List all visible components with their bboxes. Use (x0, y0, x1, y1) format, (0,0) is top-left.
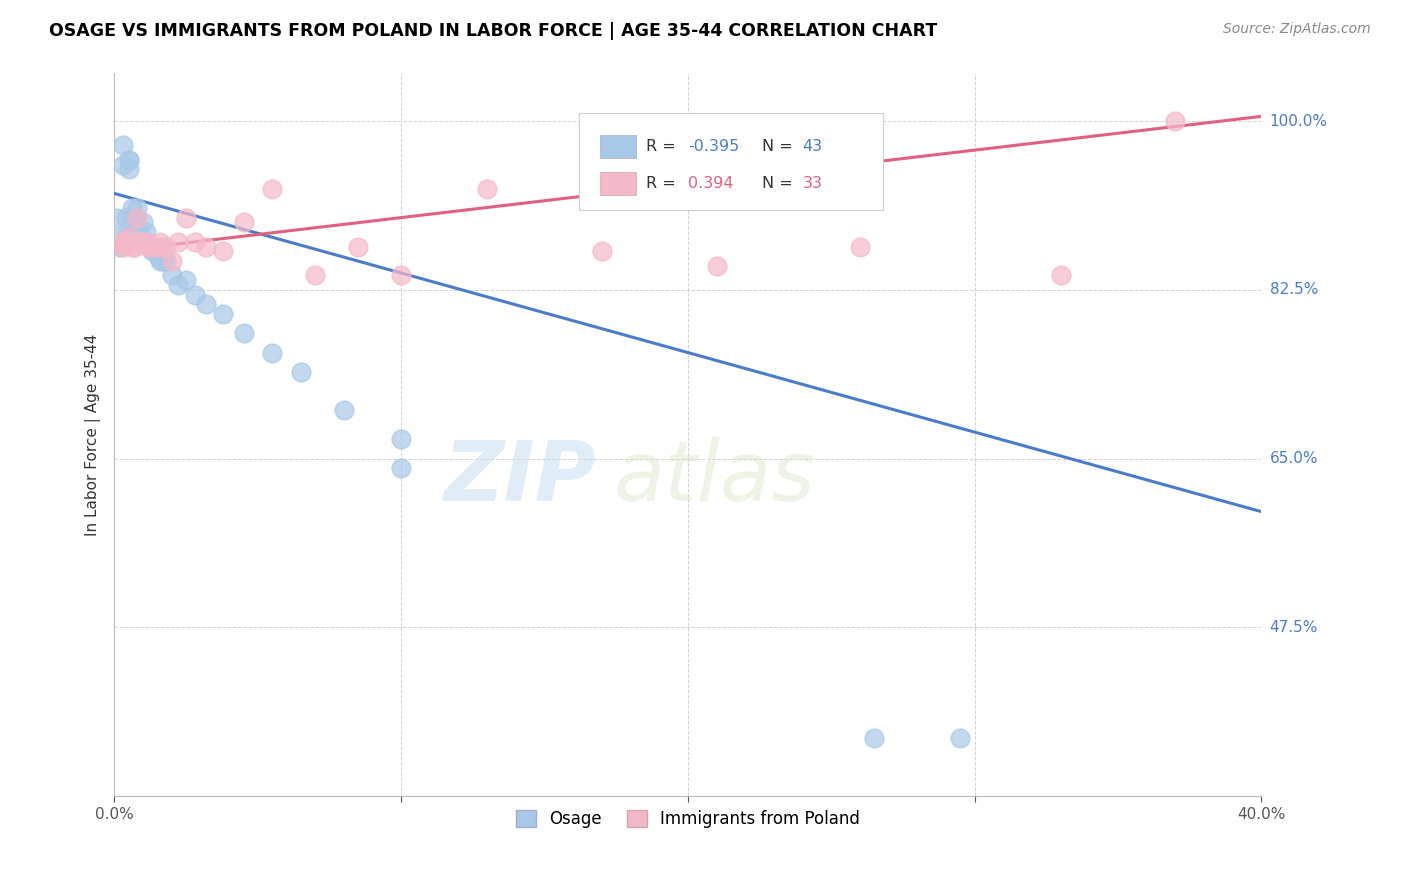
Point (129, 230, 152, 244)
Point (141, 239, 163, 253)
Point (135, 235, 157, 249)
Point (149, 254, 172, 268)
Point (184, 235, 207, 249)
Point (706, 259, 728, 273)
Text: 47.5%: 47.5% (1270, 620, 1317, 635)
Point (174, 211, 197, 225)
FancyBboxPatch shape (599, 135, 637, 158)
Point (1049, 268, 1071, 283)
Point (129, 235, 152, 249)
Point (135, 225, 157, 239)
Point (121, 215, 143, 229)
Text: ZIP: ZIP (443, 437, 596, 518)
Point (112, 138, 135, 153)
Text: 0.394: 0.394 (688, 176, 734, 191)
Text: R =: R = (645, 176, 686, 191)
Point (105, 211, 128, 225)
Point (160, 254, 183, 268)
Text: N =: N = (762, 138, 799, 153)
Point (118, 153, 141, 167)
Text: atlas: atlas (613, 437, 815, 518)
Point (132, 235, 155, 249)
Point (110, 235, 132, 249)
Point (949, 731, 972, 746)
Point (110, 239, 132, 253)
Point (129, 235, 152, 249)
Text: -0.395: -0.395 (688, 138, 740, 153)
Point (138, 239, 160, 253)
Point (262, 345, 284, 359)
Point (149, 235, 172, 249)
Point (110, 230, 132, 244)
Text: N =: N = (762, 176, 799, 191)
Point (143, 239, 166, 253)
Point (124, 230, 146, 244)
Text: OSAGE VS IMMIGRANTS FROM POLAND IN LABOR FORCE | AGE 35-44 CORRELATION CHART: OSAGE VS IMMIGRANTS FROM POLAND IN LABOR… (49, 22, 938, 40)
Point (138, 239, 160, 253)
Point (195, 297, 218, 311)
Text: 43: 43 (803, 138, 823, 153)
Point (863, 731, 886, 746)
Point (262, 182, 284, 196)
Point (152, 254, 174, 268)
Point (849, 239, 872, 253)
Point (184, 287, 207, 301)
Point (132, 215, 155, 229)
Legend: Osage, Immigrants from Poland: Osage, Immigrants from Poland (509, 804, 866, 835)
Point (290, 365, 312, 379)
Point (127, 211, 149, 225)
Text: 100.0%: 100.0% (1270, 113, 1327, 128)
Point (112, 157, 135, 171)
Point (232, 215, 254, 229)
Point (166, 235, 188, 249)
Point (212, 307, 235, 321)
Point (127, 201, 149, 215)
Point (174, 273, 197, 287)
Point (166, 278, 188, 293)
Point (195, 239, 218, 253)
Point (155, 239, 177, 253)
Point (1164, 114, 1187, 128)
Y-axis label: In Labor Force | Age 35-44: In Labor Force | Age 35-44 (86, 334, 101, 536)
Text: 33: 33 (803, 176, 823, 191)
Point (146, 239, 169, 253)
Point (146, 249, 169, 263)
Point (389, 461, 412, 475)
Point (124, 239, 146, 253)
Point (232, 326, 254, 341)
Point (132, 235, 155, 249)
Text: R =: R = (645, 138, 681, 153)
Point (212, 244, 235, 259)
Point (118, 230, 141, 244)
Text: 82.5%: 82.5% (1270, 283, 1317, 297)
Point (124, 211, 146, 225)
Text: Source: ZipAtlas.com: Source: ZipAtlas.com (1223, 22, 1371, 37)
Point (333, 403, 356, 417)
Point (135, 235, 157, 249)
Point (115, 235, 138, 249)
Point (118, 153, 141, 167)
Point (112, 239, 135, 253)
Point (121, 239, 143, 253)
Point (160, 268, 183, 283)
Point (127, 220, 149, 235)
Text: 65.0%: 65.0% (1270, 451, 1319, 467)
Point (155, 254, 177, 268)
Point (304, 268, 326, 283)
Point (115, 230, 138, 244)
Point (477, 182, 499, 196)
Point (115, 211, 138, 225)
Point (389, 433, 412, 447)
Point (389, 268, 412, 283)
Point (141, 244, 163, 259)
FancyBboxPatch shape (599, 172, 637, 195)
Point (121, 201, 143, 215)
Point (347, 239, 370, 253)
Point (591, 244, 613, 259)
Point (152, 239, 174, 253)
Point (118, 162, 141, 177)
FancyBboxPatch shape (579, 112, 883, 211)
